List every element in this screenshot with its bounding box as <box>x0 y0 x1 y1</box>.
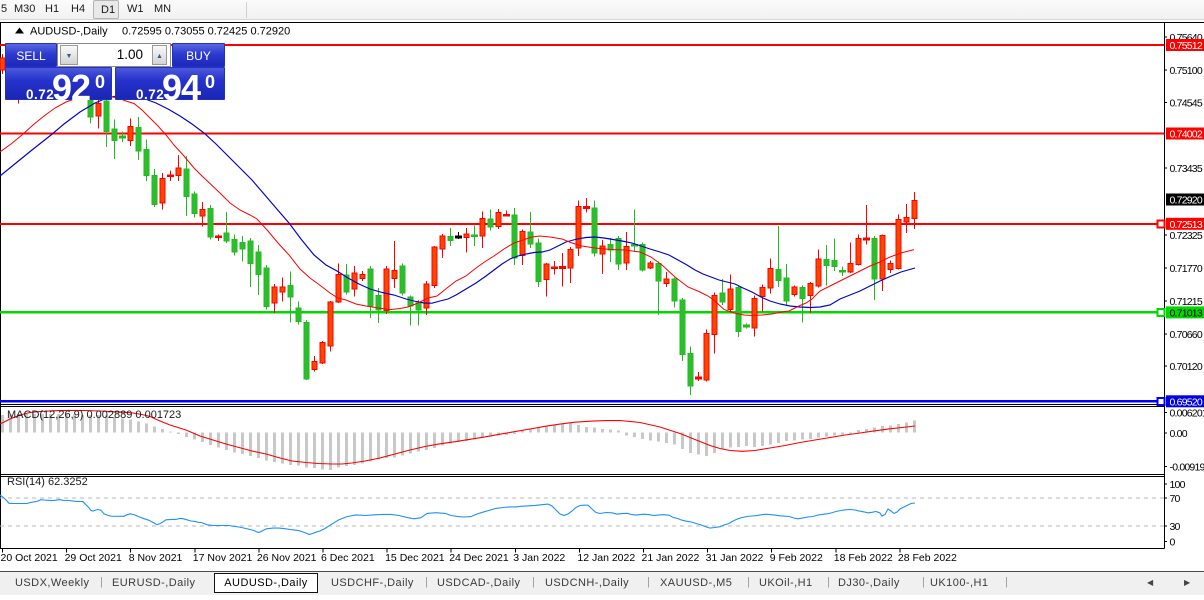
svg-text:0.71215: 0.71215 <box>1170 296 1203 308</box>
svg-text:0.75512: 0.75512 <box>1170 40 1203 52</box>
svg-text:0.006201: 0.006201 <box>1170 408 1204 420</box>
svg-text:24 Dec 2021: 24 Dec 2021 <box>449 552 509 564</box>
svg-text:9 Feb 2022: 9 Feb 2022 <box>770 552 823 564</box>
svg-text:MACD(12,26,9) 0.002889 0.00172: MACD(12,26,9) 0.002889 0.001723 <box>7 409 181 421</box>
svg-text:0.71013: 0.71013 <box>1170 307 1203 319</box>
svg-text:12 Jan 2022: 12 Jan 2022 <box>577 552 635 564</box>
svg-text:0.72595 0.73055 0.72425 0.7292: 0.72595 0.73055 0.72425 0.72920 <box>122 26 290 38</box>
svg-text:28 Feb 2022: 28 Feb 2022 <box>898 552 957 564</box>
svg-text:17 Nov 2021: 17 Nov 2021 <box>193 552 253 564</box>
svg-text:RSI(14) 62.3252: RSI(14) 62.3252 <box>7 476 88 488</box>
svg-text:15 Dec 2021: 15 Dec 2021 <box>385 552 445 564</box>
svg-text:0.72920: 0.72920 <box>1170 195 1203 207</box>
svg-text:0.73435: 0.73435 <box>1170 163 1203 175</box>
svg-text:100: 100 <box>1170 479 1186 491</box>
svg-text:0.75100: 0.75100 <box>1170 65 1203 77</box>
svg-text:29 Oct 2021: 29 Oct 2021 <box>65 552 122 564</box>
svg-text:26 Nov 2021: 26 Nov 2021 <box>257 552 317 564</box>
svg-text:21 Jan 2022: 21 Jan 2022 <box>642 552 700 564</box>
svg-text:31 Jan 2022: 31 Jan 2022 <box>706 552 764 564</box>
svg-text:0.69520: 0.69520 <box>1170 396 1203 408</box>
svg-text:0.72513: 0.72513 <box>1170 219 1203 231</box>
svg-text:-0.00919: -0.00919 <box>1170 462 1204 474</box>
svg-text:0.71770: 0.71770 <box>1170 263 1203 275</box>
svg-text:AUDUSD-,Daily: AUDUSD-,Daily <box>30 26 108 38</box>
svg-text:0.00: 0.00 <box>1170 428 1188 440</box>
svg-text:18 Feb 2022: 18 Feb 2022 <box>834 552 893 564</box>
svg-text:0.74002: 0.74002 <box>1170 129 1203 141</box>
svg-text:0: 0 <box>1170 537 1176 549</box>
svg-text:30: 30 <box>1170 521 1181 533</box>
svg-text:6 Dec 2021: 6 Dec 2021 <box>321 552 375 564</box>
svg-text:3 Jan 2022: 3 Jan 2022 <box>513 552 565 564</box>
svg-text:8 Nov 2021: 8 Nov 2021 <box>129 552 183 564</box>
svg-text:0.74545: 0.74545 <box>1170 98 1203 110</box>
svg-text:70: 70 <box>1170 493 1181 505</box>
svg-text:0.72325: 0.72325 <box>1170 230 1203 242</box>
svg-text:0.70120: 0.70120 <box>1170 361 1203 373</box>
svg-text:0.70660: 0.70660 <box>1170 329 1203 341</box>
svg-text:20 Oct 2021: 20 Oct 2021 <box>1 552 58 564</box>
